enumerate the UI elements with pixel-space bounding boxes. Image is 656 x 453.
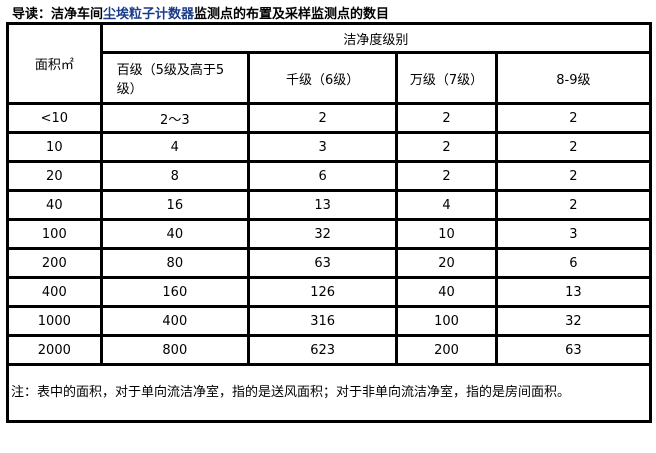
count-cell: 160	[99, 276, 250, 308]
table-row: 100 40 32 10 3	[6, 218, 653, 250]
count-cell: 10	[395, 218, 498, 250]
table-row: 1000 400 316 100 32	[6, 305, 653, 337]
count-cell: 100	[395, 305, 498, 337]
area-cell: 10	[6, 131, 103, 163]
count-cell: 2	[395, 160, 498, 192]
table-note: 注：表中的面积，对于单向流洁净室，指的是送风面积；对于非单向流洁净室，指的是房间…	[6, 363, 652, 423]
count-cell: 2	[246, 102, 399, 134]
count-cell: 63	[494, 334, 653, 366]
area-cell: 100	[6, 218, 103, 250]
count-cell: 13	[246, 189, 399, 221]
count-cell: 2	[395, 131, 498, 163]
count-cell: 126	[246, 276, 399, 308]
area-cell: 1000	[6, 305, 103, 337]
title-link[interactable]: 尘埃粒子计数器	[103, 7, 195, 22]
count-cell: 6	[246, 160, 399, 192]
column-header: 千级（6级）	[246, 51, 399, 105]
table-row: 20 8 6 2 2	[6, 160, 653, 192]
table-row: 400 160 126 40 13	[6, 276, 653, 308]
count-cell: 40	[99, 218, 250, 250]
count-cell: 4	[99, 131, 250, 163]
area-cell: 200	[6, 247, 103, 279]
page-title: 导读：洁净车间尘埃粒子计数器监测点的布置及采样监测点的数目	[12, 3, 389, 22]
count-cell: 4	[395, 189, 498, 221]
header-row: 面积㎡ 洁净度级别	[6, 22, 653, 105]
count-cell: 800	[99, 334, 250, 366]
area-header: 面积㎡	[6, 22, 103, 105]
column-header: 百级（5级及高于5级）	[99, 51, 250, 105]
count-cell: 200	[395, 334, 498, 366]
count-cell: 2	[494, 102, 653, 134]
count-cell: 32	[246, 218, 399, 250]
area-cell: 400	[6, 276, 103, 308]
area-cell: 2000	[6, 334, 103, 366]
count-cell: 20	[395, 247, 498, 279]
count-cell: 40	[395, 276, 498, 308]
table-row: 10 4 3 2 2	[6, 131, 653, 163]
count-cell: 80	[99, 247, 250, 279]
subheader-row: 百级（5级及高于5级） 千级（6级） 万级（7级） 8-9级	[8, 51, 653, 105]
monitoring-points-table: 面积㎡ 洁净度级别 百级（5级及高于5级） 千级（6级） 万级（7级） 8-9级…	[6, 22, 653, 423]
count-cell: 2	[395, 102, 498, 134]
count-cell: 63	[246, 247, 399, 279]
table-row: 2000 800 623 200 63	[6, 334, 653, 366]
count-cell: 13	[494, 276, 653, 308]
count-cell: 623	[246, 334, 399, 366]
count-cell: 400	[99, 305, 250, 337]
column-header: 8-9级	[494, 51, 653, 105]
table-row: 200 80 63 20 6	[6, 247, 653, 279]
area-cell: <10	[6, 102, 103, 134]
count-cell: 2	[494, 160, 653, 192]
column-header: 万级（7级）	[395, 51, 498, 105]
count-cell: 3	[246, 131, 399, 163]
count-cell: 16	[99, 189, 250, 221]
count-cell: 2	[494, 131, 653, 163]
area-cell: 40	[6, 189, 103, 221]
count-cell: 32	[494, 305, 653, 337]
cleanliness-group-header: 洁净度级别	[99, 22, 653, 54]
count-cell: 8	[99, 160, 250, 192]
count-cell: 2	[494, 189, 653, 221]
count-cell: 316	[246, 305, 399, 337]
table-row: 40 16 13 4 2	[6, 189, 653, 221]
count-cell: 2～3	[99, 102, 250, 134]
title-suffix: 监测点的布置及采样监测点的数目	[194, 7, 390, 22]
note-row: 注：表中的面积，对于单向流洁净室，指的是送风面积；对于非单向流洁净室，指的是房间…	[6, 363, 652, 423]
count-cell: 3	[494, 218, 653, 250]
title-prefix: 导读：洁净车间	[12, 7, 104, 22]
table-row: <10 2～3 2 2 2	[6, 102, 653, 134]
count-cell: 6	[494, 247, 653, 279]
area-cell: 20	[6, 160, 103, 192]
